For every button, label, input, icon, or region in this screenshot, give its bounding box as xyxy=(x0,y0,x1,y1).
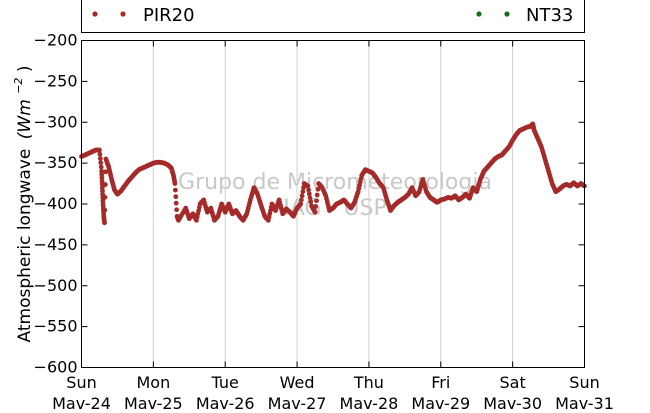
watermark-line-1: Grupo de Micrometeorologia xyxy=(178,170,492,195)
data-point-pir20 xyxy=(314,192,320,198)
data-point-pir20 xyxy=(102,220,107,226)
x-tick-label-day: Fri xyxy=(431,373,450,392)
x-tick-label-date: Mav-31 xyxy=(555,394,614,409)
x-axis-ticks: Sun Mav-24 Mon Mav-25 Tue Mav-26 Wed Mav-27 Thu M… xyxy=(52,40,614,413)
data-point-pir20 xyxy=(174,207,180,213)
y-tick-label: −600 xyxy=(34,358,78,377)
data-point-pir20 xyxy=(300,189,306,195)
y-axis-label-text: Atmospheric longwave xyxy=(15,149,35,343)
legend: PIR20 NT33 xyxy=(81,0,585,33)
legend-box xyxy=(81,0,585,33)
y-tick-label: −300 xyxy=(34,112,78,131)
data-point-pir20 xyxy=(306,191,312,197)
x-tick-label-day: Mon xyxy=(136,373,170,392)
data-point-pir20 xyxy=(173,200,179,206)
y-axis-label-unit: (Wm xyxy=(15,99,35,139)
x-tick-label-day: Sat xyxy=(500,373,526,392)
x-tick-label-day: Sun xyxy=(569,373,599,392)
legend-item-pir20: PIR20 xyxy=(92,5,195,26)
data-points xyxy=(79,121,587,226)
x-tick-label-date: Mav-27 xyxy=(268,394,327,409)
data-point-pir20 xyxy=(306,187,311,193)
legend-marker-pir20 xyxy=(120,11,126,17)
x-tick-label-date: Mav-30 xyxy=(483,394,542,409)
data-point-pir20 xyxy=(102,194,108,200)
x-tick-label-date: Mav-24 xyxy=(52,394,111,409)
data-point-pir20 xyxy=(308,199,314,205)
y-tick-label: −450 xyxy=(34,235,78,254)
data-point-pir20 xyxy=(98,160,104,166)
y-tick-label: −550 xyxy=(34,317,78,336)
legend-item-nt33: NT33 xyxy=(476,5,573,26)
x-tick-label-date: Mav-26 xyxy=(196,394,255,409)
legend-label-pir20: PIR20 xyxy=(143,5,195,26)
x-tick-label-day: Sun xyxy=(66,373,96,392)
y-tick-label: −250 xyxy=(34,71,78,90)
y-tick-label: −350 xyxy=(34,153,78,172)
y-axis-label: Atmospheric longwave (Wm −2 ) xyxy=(7,66,35,343)
data-point-pir20 xyxy=(97,156,103,161)
data-point-pir20 xyxy=(172,181,178,186)
grid-lines xyxy=(152,40,514,368)
legend-marker-nt33 xyxy=(476,11,482,17)
y-tick-label: −200 xyxy=(34,31,78,50)
legend-label-nt33: NT33 xyxy=(526,5,573,26)
x-tick-label-day: Wed xyxy=(280,373,315,392)
data-point-pir20 xyxy=(315,186,321,192)
data-point-pir20 xyxy=(298,201,304,207)
data-point-pir20 xyxy=(313,204,319,209)
x-tick-label-day: Thu xyxy=(353,373,384,392)
x-tick-label-date: Mav-25 xyxy=(124,394,183,409)
data-point-pir20 xyxy=(98,164,104,170)
x-tick-label-date: Mav-28 xyxy=(340,394,399,409)
data-point-pir20 xyxy=(103,169,109,175)
y-axis-ticks: −200 −250 −300 −350 −400 −450 −500 −550 −600 xyxy=(34,31,585,377)
legend-marker-nt33 xyxy=(504,11,510,17)
y-axis-label-exponent: −2 xyxy=(12,78,25,94)
x-tick-label-day: Tue xyxy=(211,373,239,392)
y-tick-label: −400 xyxy=(34,194,78,213)
data-point-pir20 xyxy=(298,197,304,203)
data-point-pir20 xyxy=(172,187,178,193)
data-point-pir20 xyxy=(314,198,319,204)
x-tick-label-date: Mav-29 xyxy=(411,394,470,409)
data-point-pir20 xyxy=(307,195,313,201)
data-point-pir20 xyxy=(173,194,179,200)
data-point-pir20 xyxy=(97,147,102,153)
data-point-pir20 xyxy=(305,183,311,189)
data-point-pir20 xyxy=(299,193,305,199)
data-point-pir20 xyxy=(102,182,108,187)
plot-frame xyxy=(81,40,585,368)
data-point-pir20 xyxy=(102,207,108,213)
y-tick-label: −500 xyxy=(34,276,78,295)
y-axis-label-close: ) xyxy=(15,66,35,73)
legend-marker-pir20 xyxy=(92,11,98,17)
data-point-pir20 xyxy=(312,209,318,215)
data-point-pir20 xyxy=(97,151,103,157)
